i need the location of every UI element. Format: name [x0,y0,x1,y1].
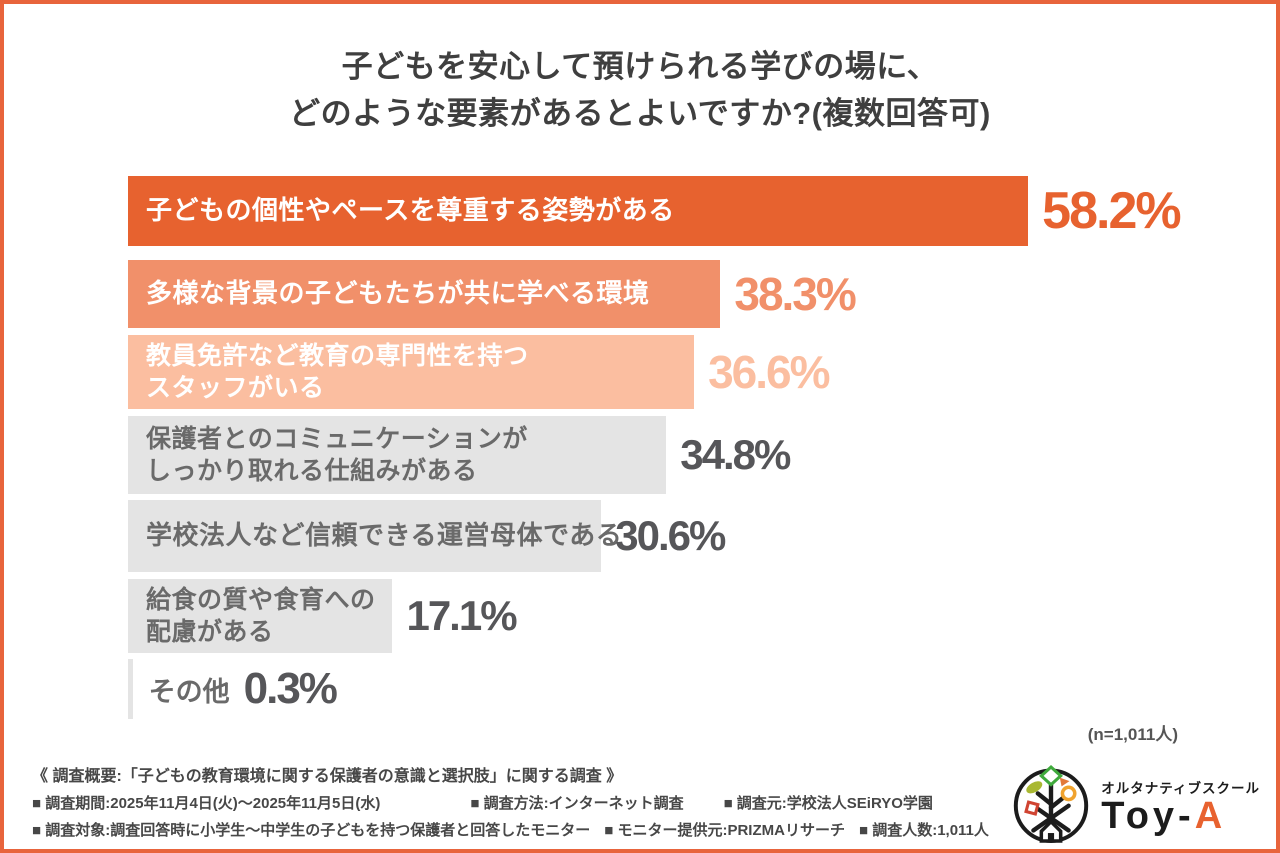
bar-row: 子どもの個性やペースを尊重する姿勢がある 58.2% [128,176,1182,246]
survey-overview-line3: ■ 調査対象:調査回答時に小学生〜中学生の子どもを持つ保護者と回答したモニター ■… [32,819,989,840]
bar-value: 30.6% [615,512,726,559]
bar-value: 0.3% [243,664,338,713]
chart-title: 子どもを安心して預けられる学びの場に、 どのような要素があるとよいですか?(複数… [4,44,1276,137]
bar: 学校法人など信頼できる運営母体である [128,500,623,572]
bar-value: 17.1% [406,592,517,639]
toy-a-logo: オルタナティブスクール Toy-A [1007,760,1260,849]
bar-value: 36.6% [708,346,830,398]
survey-source: ■ 調査元:学校法人SEiRYO学園 [723,795,933,812]
bar-category-label: 教員免許など教育の専門性を持つ スタッフがいる [146,341,529,403]
bar: 多様な背景の子どもたちが共に学べる環境 [128,260,721,328]
bar: 保護者とのコミュニケーションが しっかり取れる仕組みがある [128,416,667,494]
survey-period: ■ 調査期間:2025年11月4日(火)〜2025年11月5日(水) [32,795,381,812]
bar: 教員免許など教育の専門性を持つ スタッフがいる [128,335,695,409]
sample-size-label: (n=1,011人) [1087,725,1178,744]
bar-category-label: 多様な背景の子どもたちが共に学べる環境 [146,278,650,309]
bar-row: 教員免許など教育の専門性を持つ スタッフがいる 36.6% [128,335,1056,409]
bar [128,659,133,719]
logo-subtitle: オルタナティブスクール [1101,780,1260,796]
toy-a-logo-text: オルタナティブスクール Toy-A [1101,777,1260,837]
survey-monitor-provider: ■ モニター提供元:PRIZMAリサーチ [604,822,845,839]
survey-respondents: ■ 調査人数:1,011人 [858,822,989,839]
bar: 子どもの個性やペースを尊重する姿勢がある [128,176,1029,246]
chart-title-line1: 子どもを安心して預けられる学びの場に、 [341,49,939,84]
bar-category-label: 学校法人など信頼できる運営母体である [146,520,623,551]
bar-category-label: 給食の質や食育への 配慮がある [146,585,376,647]
logo-name: Toy-A [1101,794,1227,837]
bar-outside-label: その他 [148,676,230,707]
bar-row: 多様な背景の子どもたちが共に学べる環境 38.3% [128,260,1056,328]
logo-name-accent: A [1194,794,1227,837]
survey-target: ■ 調査対象:調査回答時に小学生〜中学生の子どもを持つ保護者と回答したモニター [32,822,591,839]
survey-overview-line2: ■ 調査期間:2025年11月4日(火)〜2025年11月5日(水) ■ 調査方法… [32,792,989,813]
bar-row: 給食の質や食育への 配慮がある 17.1% [128,579,1056,653]
bar-value: 58.2% [1042,182,1181,240]
toy-a-tree-icon [1007,760,1095,849]
bar-row: 保護者とのコミュニケーションが しっかり取れる仕組みがある 34.8% [128,416,1056,494]
bar-category-label: 子どもの個性やペースを尊重する姿勢がある [146,195,675,226]
survey-overview-heading: 《 調査概要:「子どもの教育環境に関する保護者の意識と選択肢」に関する調査 》 [32,768,623,785]
bar-value: 34.8% [680,431,791,478]
bar-row: 学校法人など信頼できる運営母体である 30.6% [128,500,1056,572]
survey-method: ■ 調査方法:インターネット調査 [470,795,684,812]
bar: 給食の質や食育への 配慮がある [128,579,393,653]
bar-row: その他 0.3% [128,659,1056,719]
bar-chart: 子どもの個性やペースを尊重する姿勢がある 58.2% 多様な背景の子どもたちが共… [128,176,1182,719]
bar-category-label: 保護者とのコミュニケーションが しっかり取れる仕組みがある [146,424,528,486]
chart-title-line2: どのような要素があるとよいですか?(複数回答可) [289,95,991,131]
bar-value: 38.3% [734,268,856,320]
survey-overview: 《 調査概要:「子どもの教育環境に関する保護者の意識と選択肢」に関する調査 》 … [32,762,989,846]
